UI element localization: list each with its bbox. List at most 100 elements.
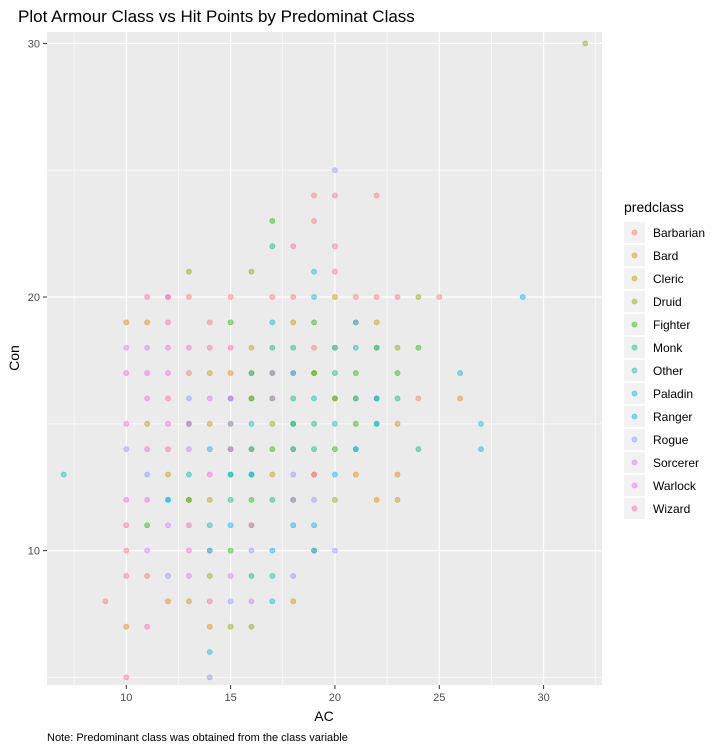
point-wizard [165,319,171,326]
point-warlock [144,370,151,376]
point-wizard [123,674,130,681]
point-fighter [352,420,359,427]
point-fighter [144,522,151,529]
point-paladin [457,370,464,376]
point-monk [415,446,422,453]
point-wizard [165,395,171,402]
legend-swatch-monk [631,344,638,351]
y-tick-label: 20 [28,292,40,304]
point-sorcerer [248,598,255,605]
point-wizard [185,522,192,529]
point-paladin [352,319,359,326]
point-sorcerer [185,573,192,579]
point-rogue [248,547,255,554]
x-tick-label: 30 [537,692,549,704]
point-cleric [144,420,151,427]
point-wizard [332,268,338,275]
legend-label-fighter: Fighter [653,318,690,332]
point-barbarian [352,294,359,300]
point-sorcerer [144,547,151,554]
point-paladin [290,370,297,376]
point-other [248,370,255,376]
point-barbarian [102,598,109,605]
point-other [206,522,213,529]
point-fighter [332,395,338,402]
point-barbarian [311,192,317,199]
legend-label-sorcerer: Sorcerer [653,456,699,470]
point-druid [415,294,422,300]
x-axis-title: AC [314,708,333,724]
legend-key-ranger [624,406,645,427]
point-druid [394,344,401,351]
point-paladin [478,420,484,427]
legend-key-sorcerer [624,452,645,473]
point-cleric [332,294,338,300]
point-barbarian [227,294,234,300]
legend-items: Barbarian Bard Cleric Druid Fighter Monk Other… [624,222,705,519]
data-points [60,40,589,681]
point-barbarian [144,573,151,579]
point-sorcerer [206,395,213,402]
legend-key-fighter [624,314,645,335]
point-paladin [290,446,297,453]
legend-label-monk: Monk [653,341,683,355]
point-cleric [373,319,380,326]
point-sorcerer [269,370,276,376]
point-wizard [123,573,130,579]
legend-label-cleric: Cleric [653,272,684,286]
point-rogue [123,446,130,453]
point-bard [123,319,130,326]
x-tick-label: 15 [224,692,236,704]
point-paladin [206,649,213,655]
legend-swatch-fighter [631,321,638,328]
caption-note: Note: Predominant class was obtained fro… [47,732,348,744]
legend-label-druid: Druid [653,295,682,309]
point-fighter [227,319,234,326]
point-monk [394,395,401,402]
point-monk [311,420,317,427]
point-wizard [206,598,213,605]
point-cleric [206,496,213,503]
point-fighter [227,547,234,554]
point-warlock [227,395,234,402]
point-rogue [311,496,317,503]
x-axis-ticks: 10 15 20 25 30 [120,685,550,704]
point-warlock [206,471,213,478]
point-druid [582,40,589,47]
legend-label-paladin: Paladin [653,387,693,401]
point-monk [269,243,276,250]
point-barbarian [269,294,276,300]
point-paladin [332,344,338,351]
point-fighter [269,446,276,453]
point-ranger [519,294,526,300]
point-barbarian [415,395,422,402]
legend-key-warlock [624,475,645,496]
point-bard [352,471,359,478]
point-wizard [144,623,151,630]
point-ranger [269,547,276,554]
point-barbarian [185,370,192,376]
legend-label-barbarian: Barbarian [653,226,705,240]
point-monk [269,344,276,351]
point-paladin [373,420,380,427]
legend-title: predclass [624,199,684,215]
point-cleric [165,471,171,478]
point-bard [123,623,130,630]
point-bard [165,598,171,605]
legend-label-wizard: Wizard [653,502,690,516]
point-other [352,344,359,351]
point-barbarian [436,294,443,300]
point-bard [144,319,151,326]
point-cleric [269,471,276,478]
point-rogue [227,420,234,427]
point-barbarian [206,319,213,326]
point-rogue [269,395,276,402]
point-warlock [144,395,151,402]
legend-swatch-wizard [631,505,638,512]
point-paladin [269,598,276,605]
point-barbarian [394,294,401,300]
point-monk [311,446,317,453]
point-warlock [165,344,171,351]
point-warlock [123,496,130,503]
point-bard [457,395,464,402]
